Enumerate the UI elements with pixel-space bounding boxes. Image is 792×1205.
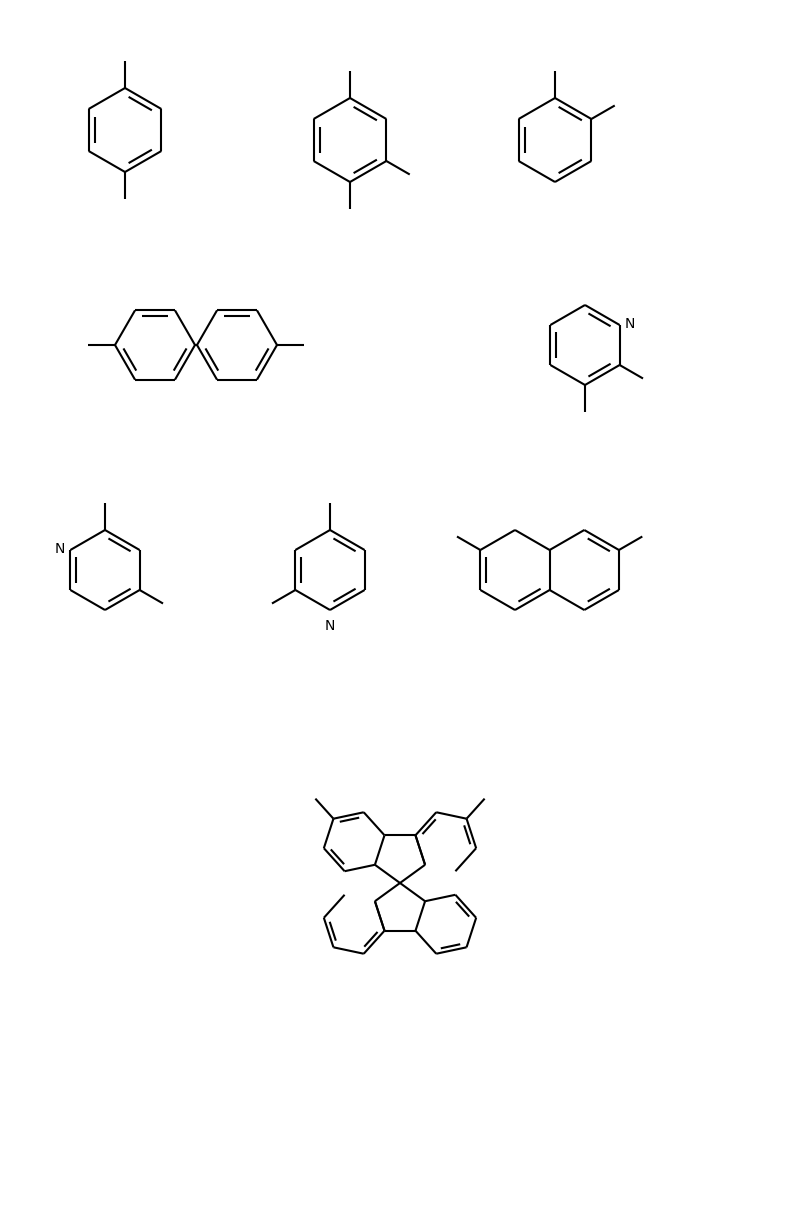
Text: N: N xyxy=(325,619,335,633)
Text: N: N xyxy=(625,317,635,331)
Text: N: N xyxy=(55,542,66,556)
